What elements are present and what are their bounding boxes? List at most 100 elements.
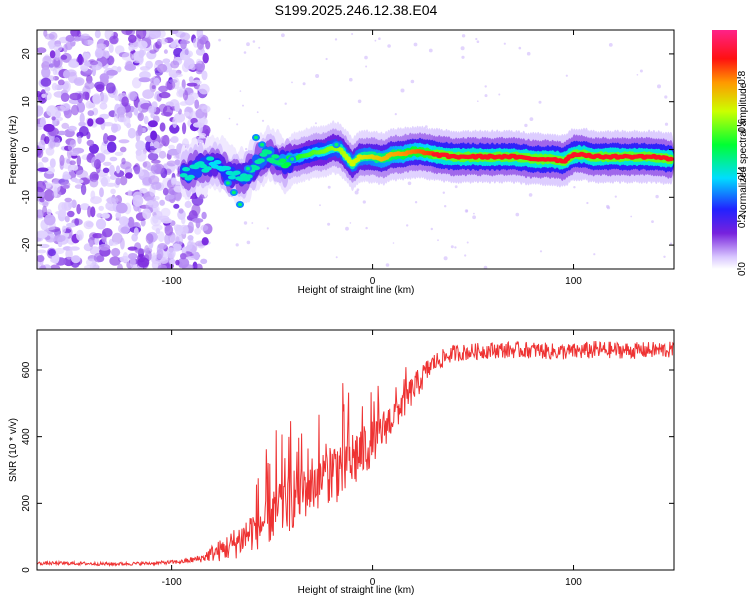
heatmap-noise-cell	[102, 122, 114, 127]
heatmap-noise-cell	[200, 258, 208, 264]
spec-ytick-label: 20	[21, 48, 32, 60]
heatmap-noise-cell	[127, 216, 135, 228]
heatmap-noise-cell	[44, 182, 52, 189]
heatmap-faint-cell	[466, 241, 469, 244]
heatmap-faint-cell	[539, 250, 543, 253]
heatmap-noise-cell	[177, 234, 184, 246]
heatmap-noise-cell	[78, 121, 86, 127]
heatmap-noise-cell	[98, 243, 111, 251]
heatmap-noise-cell	[153, 196, 160, 201]
heatmap-noise-cell	[60, 54, 68, 60]
heatmap-noise-cell	[149, 49, 157, 54]
heatmap-noise-cell	[74, 179, 84, 184]
heatmap-noise-cell	[71, 150, 79, 156]
heatmap-noise-cell	[170, 60, 180, 69]
heatmap-noise-cell	[76, 155, 82, 167]
heatmap-noise-cell	[64, 215, 70, 223]
heatmap-faint-cell	[243, 51, 247, 54]
heatmap-noise-cell	[170, 30, 179, 35]
heatmap-faint-cell	[524, 123, 528, 128]
spec-xtick-label: 0	[370, 276, 376, 287]
heatmap-noise-cell	[54, 234, 66, 242]
heatmap-faint-cell	[365, 65, 368, 68]
heatmap-faint-cell	[484, 94, 488, 98]
heatmap-noise-cell	[159, 256, 169, 264]
heatmap-noise-cell	[80, 33, 90, 39]
colorbar-ticks: 0.0 0.2 0.4 0.6 0.8	[737, 70, 748, 276]
heatmap-noise-cell	[148, 105, 155, 115]
heatmap-noise-cell	[94, 48, 104, 59]
heatmap-noise-cell	[159, 122, 166, 132]
heatmap-noise-cell	[137, 124, 143, 136]
heatmap-noise-cell	[179, 224, 189, 235]
heatmap-noise-cell	[87, 205, 92, 218]
heatmap-noise-cell	[62, 174, 72, 180]
heatmap-ridge-cell	[252, 165, 260, 171]
heatmap-noise-cell	[71, 199, 77, 209]
heatmap-ridge-blob-core	[238, 202, 242, 207]
heatmap-noise-cell	[77, 135, 82, 145]
heatmap-faint-cell	[357, 99, 362, 104]
heatmap-noise-cell	[41, 156, 49, 163]
colorbar-label: Normalized spectral amplitude	[738, 82, 749, 217]
heatmap-noise-cell	[121, 157, 126, 165]
heatmap-faint-cell	[461, 34, 466, 38]
snr-panel: -100 0 100 0 200 400 600 Height of straight li…	[8, 329, 675, 596]
heatmap-noise-cell	[145, 60, 154, 69]
heatmap-noise-cell	[51, 82, 58, 91]
heatmap-faint-cell	[252, 40, 256, 43]
heatmap-noise-cell	[79, 126, 89, 137]
heatmap-noise-cell	[122, 252, 129, 262]
heatmap-noise-cell	[111, 232, 123, 245]
heatmap-faint-cell	[251, 222, 254, 224]
heatmap-noise-cell	[202, 52, 209, 64]
heatmap-faint-cell	[477, 100, 479, 102]
heatmap-noise-cell	[110, 188, 116, 195]
heatmap-faint-cell	[518, 46, 522, 50]
heatmap-faint-cell	[454, 246, 457, 249]
heatmap-noise-cell	[198, 83, 210, 95]
heatmap-faint-cell	[450, 245, 454, 249]
heatmap-noise-cell	[147, 200, 154, 206]
heatmap-noise-cell	[170, 136, 179, 143]
heatmap-noise-cell	[181, 216, 186, 225]
heatmap-noise-cell	[67, 125, 77, 132]
heatmap-noise-cell	[195, 263, 203, 269]
heatmap-faint-cell	[319, 204, 321, 207]
heatmap-noise-cell	[76, 30, 82, 38]
heatmap-noise-cell	[120, 237, 125, 250]
heatmap-noise-cell	[153, 77, 160, 86]
heatmap-noise-cell	[137, 257, 150, 268]
heatmap-noise-cell	[201, 70, 208, 81]
heatmap-noise-cell	[134, 248, 146, 254]
heatmap-faint-cell	[430, 227, 433, 231]
heatmap-noise-cell	[189, 92, 199, 100]
heatmap-noise-cell	[80, 183, 87, 196]
heatmap-noise-cell	[157, 243, 167, 250]
heatmap-noise-cell	[174, 103, 180, 113]
heatmap-noise-cell	[53, 186, 58, 198]
heatmap-noise-cell	[103, 133, 109, 145]
heatmap-noise-cell	[127, 127, 136, 139]
heatmap-noise-cell	[177, 257, 190, 269]
heatmap-noise-cell	[89, 246, 100, 255]
snr-xtick-label: 0	[370, 577, 376, 588]
heatmap-noise-cell	[139, 71, 151, 80]
heatmap-faint-cell	[651, 220, 654, 224]
heatmap-noise-cell	[39, 196, 45, 203]
colorbar-tick-label: 0.4	[737, 166, 748, 180]
colorbar: 0.0 0.2 0.4 0.6 0.8 Normalized spectral ampl…	[712, 30, 749, 276]
heatmap-noise-cell	[64, 197, 72, 203]
heatmap-noise-cell	[128, 34, 137, 43]
heatmap-noise-cell	[95, 218, 107, 230]
heatmap-faint-cell	[334, 38, 338, 41]
heatmap-noise-cell	[90, 206, 96, 218]
heatmap-noise-cell	[96, 213, 103, 218]
snr-frame	[36, 329, 675, 571]
heatmap-noise-cell	[38, 139, 46, 150]
heatmap-faint-cell	[614, 195, 617, 198]
heatmap-noise-cell	[67, 143, 75, 152]
heatmap-noise-cell	[85, 100, 93, 109]
heatmap-noise-cell	[169, 123, 180, 134]
